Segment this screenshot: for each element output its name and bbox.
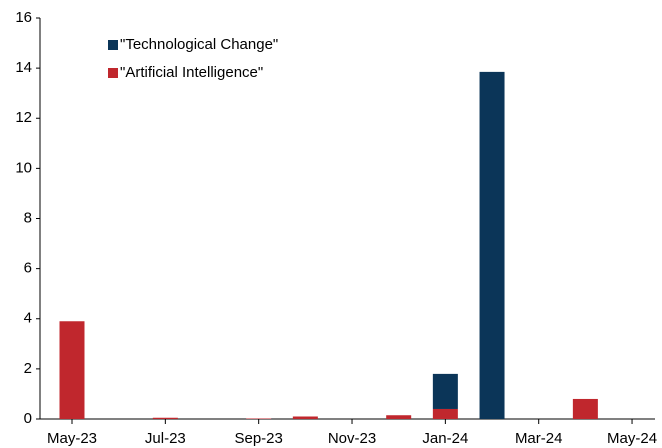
legend-label: "Artificial Intelligence" — [120, 64, 263, 81]
y-tick-label: 10 — [15, 159, 32, 176]
x-tick-label: Nov-23 — [328, 430, 376, 447]
y-tick-label: 0 — [24, 410, 32, 427]
bar — [152, 417, 178, 419]
legend-swatch — [108, 68, 118, 78]
x-tick-label: Mar-24 — [515, 430, 563, 447]
x-tick-label: May-24 — [607, 430, 657, 447]
bar — [292, 416, 318, 419]
y-tick-label: 6 — [24, 260, 32, 277]
bar — [432, 408, 458, 419]
x-tick-label: Jul-23 — [145, 430, 186, 447]
y-tick-label: 8 — [24, 209, 32, 226]
x-tick-label: May-23 — [47, 430, 97, 447]
y-tick-label: 16 — [15, 9, 32, 26]
legend-label: "Technological Change" — [120, 36, 278, 53]
x-tick-label: Sep-23 — [234, 430, 282, 447]
bar — [432, 373, 458, 409]
bar — [572, 398, 598, 419]
legend-swatch — [108, 40, 118, 50]
bar — [59, 321, 85, 419]
bar — [479, 71, 505, 420]
y-tick-label: 4 — [24, 310, 32, 327]
bar — [246, 418, 272, 419]
y-tick-label: 2 — [24, 360, 32, 377]
x-tick-label: Jan-24 — [422, 430, 468, 447]
bar — [386, 415, 412, 419]
y-tick-label: 14 — [15, 59, 32, 76]
y-tick-label: 12 — [15, 109, 32, 126]
